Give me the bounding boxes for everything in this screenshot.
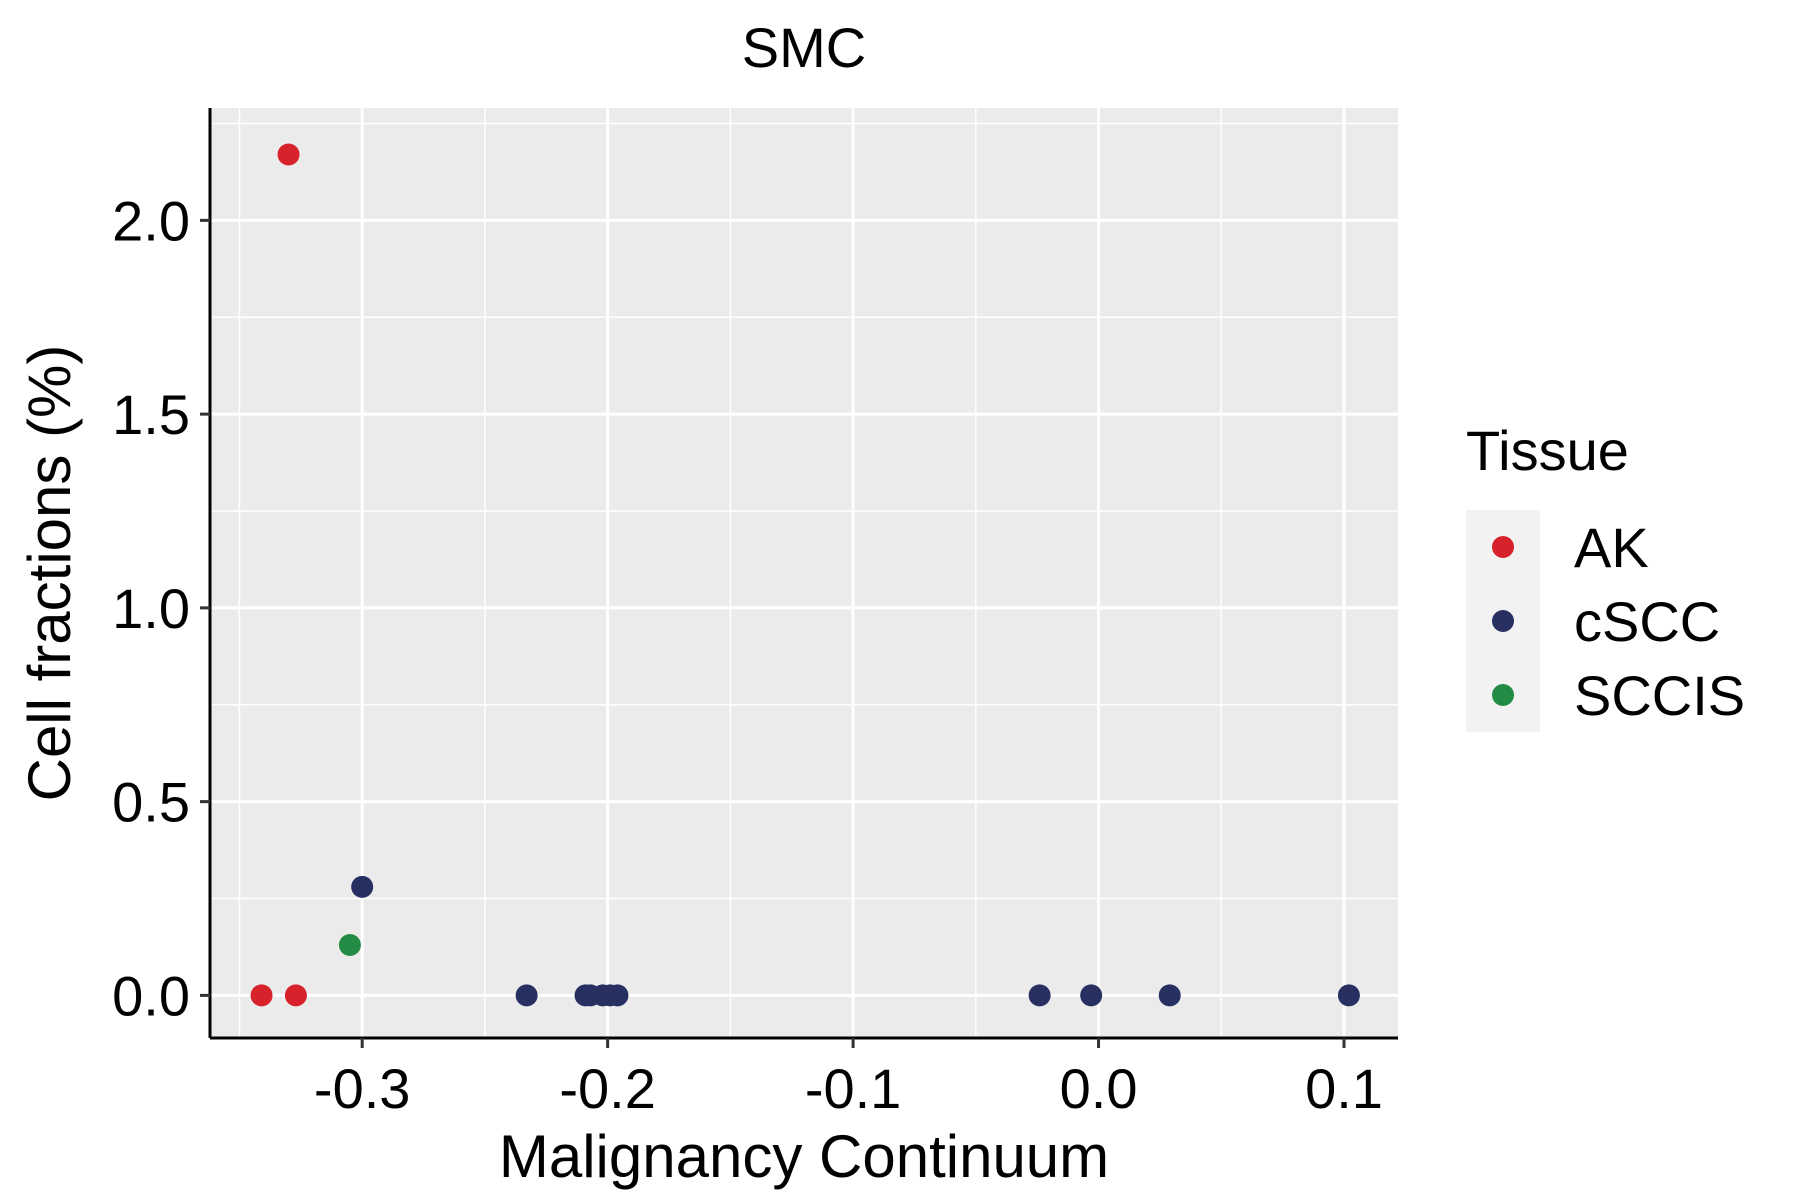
legend-label-cscc: cSCC (1574, 590, 1720, 653)
legend-label-ak: AK (1574, 516, 1649, 579)
point-ak (250, 984, 273, 1007)
legend-title: Tissue (1466, 419, 1629, 482)
legend-items: AK cSCC SCCIS (1492, 516, 1745, 727)
plot-panel (210, 108, 1398, 1038)
x-axis-ticks: -0.3 -0.2 -0.1 0.0 0.1 (314, 1038, 1383, 1120)
point-ak (277, 143, 300, 166)
point-cscc (1080, 984, 1103, 1007)
point-cscc (351, 875, 374, 898)
x-tick-label: -0.2 (559, 1057, 656, 1120)
y-tick-label: 1.0 (112, 577, 190, 640)
x-tick-label: 0.0 (1060, 1057, 1138, 1120)
x-tick-label: -0.1 (805, 1057, 902, 1120)
y-tick-label: 2.0 (112, 189, 190, 252)
x-axis-title: Malignancy Continuum (499, 1123, 1109, 1190)
y-tick-label: 1.5 (112, 383, 190, 446)
point-cscc (1337, 984, 1360, 1007)
point-cscc (1158, 984, 1181, 1007)
y-tick-label: 0.0 (112, 964, 190, 1027)
point-cscc (515, 984, 538, 1007)
x-tick-label: -0.3 (314, 1057, 411, 1120)
point-ak (284, 984, 307, 1007)
y-axis-title: Cell fractions (%) (16, 345, 83, 802)
point-sccis (338, 934, 361, 956)
y-tick-label: 0.5 (112, 771, 190, 834)
legend-key-ak (1492, 536, 1514, 558)
legend-label-sccis: SCCIS (1574, 664, 1745, 727)
legend: Tissue AK cSCC SCCIS (1466, 419, 1745, 732)
points-layer (250, 143, 1360, 1007)
legend-key-cscc (1492, 610, 1514, 632)
point-cscc (606, 984, 629, 1007)
y-axis-ticks: 0.0 0.5 1.0 1.5 2.0 (112, 189, 210, 1027)
chart-title: SMC (742, 16, 866, 79)
point-cscc (1028, 984, 1051, 1007)
grid-minor (210, 108, 1398, 1038)
x-tick-label: 0.1 (1305, 1057, 1383, 1120)
legend-key-sccis (1492, 684, 1514, 706)
